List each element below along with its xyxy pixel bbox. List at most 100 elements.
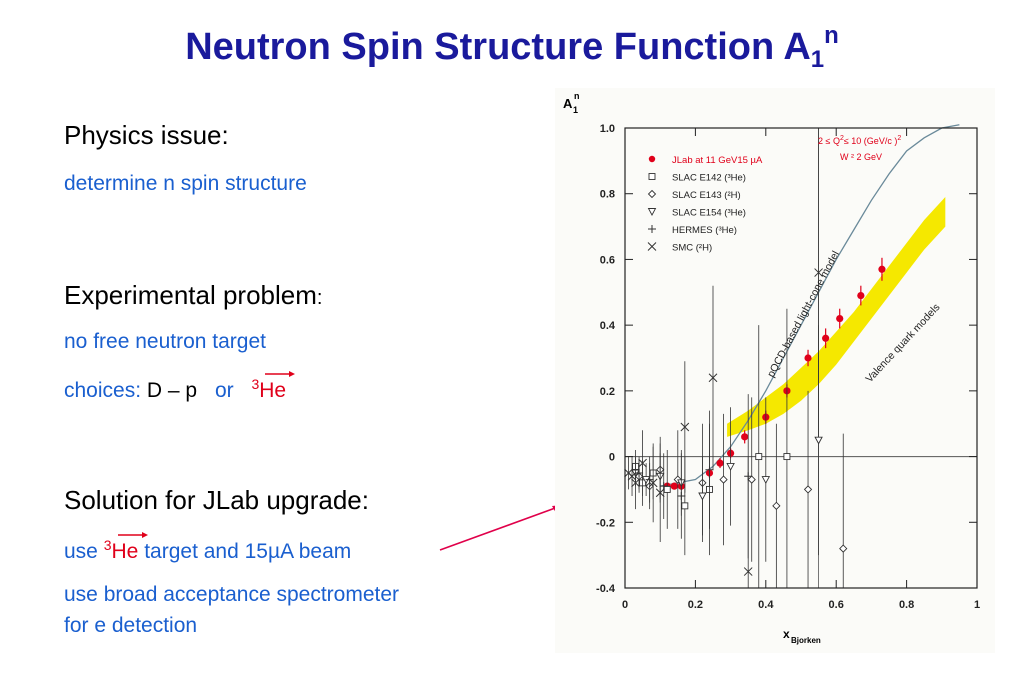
legend-label-2: SLAC E143 (²H) — [672, 190, 741, 201]
choices-dp: D – p — [146, 379, 198, 402]
experimental-problem-label: Experimental problem — [64, 280, 317, 310]
title-text: Neutron Spin Structure Function A — [185, 26, 811, 68]
solution-use: use — [64, 540, 98, 563]
data-point-cross-7 — [708, 373, 718, 383]
chart-legend: JLab at 11 GeV15 µA SLAC E142 (³He) SLAC E… — [647, 155, 763, 254]
data-point-cross-3 — [638, 458, 647, 468]
x-axis-label: x — [783, 627, 790, 641]
chart-background — [555, 88, 995, 653]
data-point-cross-5 — [655, 488, 665, 498]
solution-line2: use broad acceptance spectrometer — [64, 583, 400, 606]
y-tick-label-3: 0.2 — [600, 386, 615, 398]
x-tick-label-5: 1 — [974, 599, 980, 611]
data-point-square-7 — [783, 453, 791, 461]
data-point-cross-4 — [648, 478, 658, 488]
y-tick-label-1: -0.2 — [596, 517, 615, 529]
physics-issue-heading: Physics issue: — [64, 120, 229, 150]
polarization-arrow-icon — [117, 532, 148, 538]
pointer-arrow — [439, 505, 562, 551]
data-point-triangle-6 — [761, 476, 771, 485]
he3-superscript: 3 — [251, 376, 260, 392]
y-tick-label-6: 0.8 — [600, 189, 615, 201]
data-point-plus-3 — [677, 492, 686, 500]
y-tick-label-2: 0 — [609, 452, 615, 464]
legend-marker-5 — [647, 242, 657, 251]
legend-label-3: SLAC E154 (³He) — [672, 208, 746, 219]
solution-he3-superscript: 3 — [103, 537, 112, 553]
y-axis-label-sub: 1 — [573, 105, 578, 115]
x-tick-label-0: 0 — [622, 599, 628, 611]
solution-he3-label: He — [111, 540, 139, 563]
he3-polarized: 3He — [251, 371, 296, 403]
legend-marker-4 — [648, 225, 656, 233]
y-tick-label-0: -0.4 — [596, 583, 616, 595]
legend-marker-1 — [648, 173, 656, 180]
legend-label-0: JLab at 11 GeV15 µA — [672, 155, 763, 166]
y-axis-label: A — [563, 96, 573, 111]
legend-marker-3 — [647, 208, 657, 216]
data-point-dot-13 — [878, 265, 886, 273]
data-point-dot-10 — [822, 334, 830, 342]
data-point-triangle-4 — [698, 492, 707, 501]
polarization-arrow-icon — [265, 371, 296, 377]
data-point-diamond-9 — [839, 544, 848, 553]
data-point-cross-9 — [814, 268, 823, 277]
choices-label: choices: — [64, 379, 142, 402]
plot-layer — [624, 124, 977, 588]
no-free-neutron-text: no free neutron target — [64, 330, 266, 353]
data-point-dot-12 — [857, 291, 865, 300]
data-point-dot-1 — [670, 482, 678, 490]
he3-label: He — [259, 379, 287, 402]
solution-line1-rest: target and 15µA beam — [144, 540, 352, 563]
x-tick-label-4: 0.8 — [899, 599, 914, 611]
data-point-cross-8 — [743, 567, 753, 576]
experimental-problem-colon: : — [316, 287, 323, 309]
data-point-dot-6 — [741, 433, 749, 441]
experimental-problem-heading: Experimental problem: — [64, 280, 322, 311]
y-tick-label-7: 1.0 — [600, 123, 615, 135]
x-tick-label-1: 0.2 — [688, 599, 703, 611]
data-point-square-4 — [681, 502, 689, 510]
data-point-diamond-8 — [803, 485, 813, 494]
solution-line3: for e detection — [64, 614, 198, 637]
solution-line1: use 3He target and 15µA beam — [64, 532, 352, 564]
y-tick-label-4: 0.4 — [600, 320, 616, 332]
data-point-triangle-7 — [814, 436, 823, 445]
data-point-dot-11 — [836, 314, 844, 323]
choices-line: choices: D – p or 3He — [64, 371, 296, 403]
data-point-diamond-6 — [747, 475, 756, 484]
a1n-chart: 0 0.2 0.4 0.6 0.8 1 -0.4 -0.2 0 0.2 0.4 0.6 0.8 1.0 A… — [555, 88, 995, 653]
kinematics-line2: W ² 2 GeV — [840, 152, 882, 162]
title-superscript: n — [824, 22, 839, 49]
solution-he3: 3He — [103, 532, 148, 564]
data-point-cross-2 — [631, 478, 640, 488]
solution-heading: Solution for JLab upgrade: — [64, 485, 369, 515]
plot-frame — [624, 127, 978, 589]
x-tick-label-3: 0.6 — [829, 599, 844, 611]
legend-marker-2 — [647, 189, 657, 199]
data-point-square-6 — [755, 453, 763, 461]
data-point-square-3 — [663, 485, 671, 493]
data-point-triangle-5 — [726, 462, 735, 471]
legend-label-5: SMC (²H) — [672, 243, 712, 254]
x-axis-label-sub: Bjorken — [791, 636, 821, 645]
kinematics-line1: 2 ≤ Q2≤ 10 (GeV/c )2 — [818, 135, 901, 146]
data-point-diamond-7 — [772, 501, 781, 510]
title-subscript: 1 — [810, 46, 825, 73]
legend-label-4: HERMES (³He) — [672, 225, 737, 236]
data-point-dot-9 — [804, 354, 812, 362]
valence-band — [727, 197, 946, 437]
data-point-plus-4 — [705, 465, 714, 474]
legend-marker-0 — [648, 155, 656, 163]
y-tick-label-5: 0.6 — [600, 254, 615, 266]
data-point-cross-1 — [627, 471, 637, 481]
data-point-plus-0 — [635, 469, 644, 477]
physics-issue-text: determine n spin structure — [64, 172, 307, 195]
data-point-cross-6 — [680, 422, 690, 432]
legend-label-1: SLAC E142 (³He) — [672, 173, 746, 184]
choices-or: or — [214, 379, 234, 402]
y-axis-label-sup: n — [574, 91, 580, 101]
slide-title: Neutron Spin Structure Function A1n — [0, 22, 1024, 74]
x-tick-label-2: 0.4 — [758, 599, 774, 611]
data-point-dot-4 — [716, 459, 724, 467]
